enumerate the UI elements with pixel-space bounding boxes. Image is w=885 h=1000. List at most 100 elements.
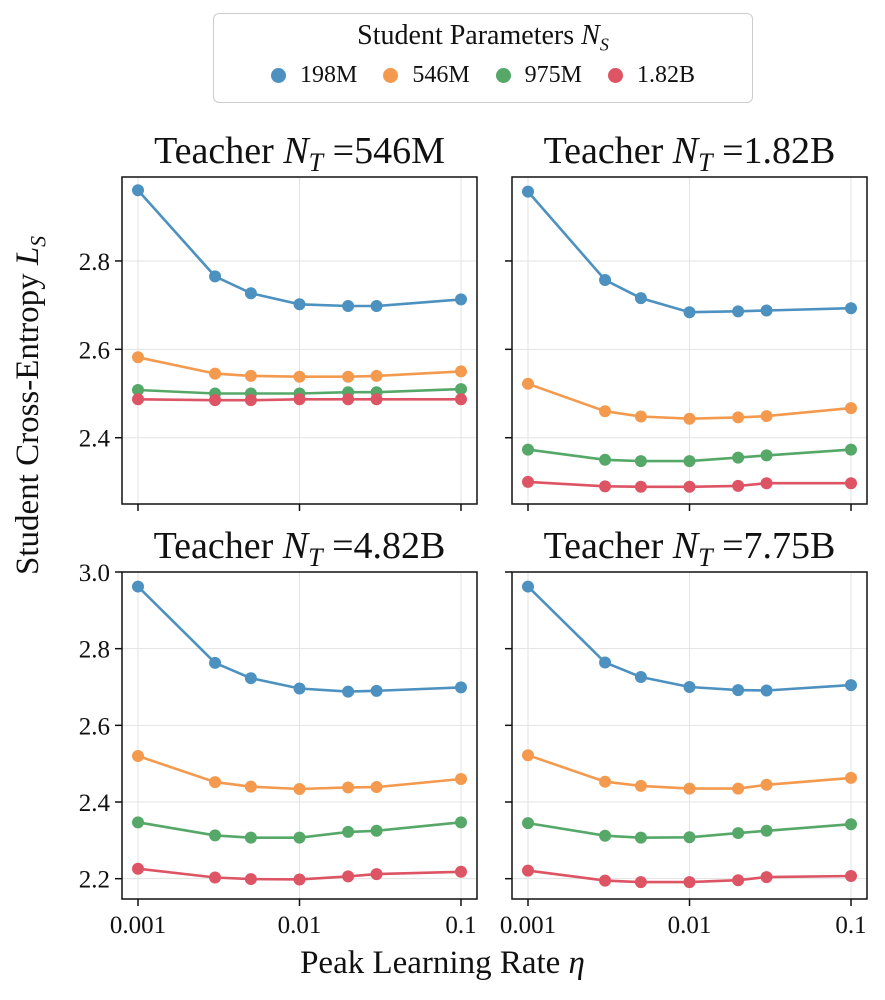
data-point-198M <box>293 298 306 311</box>
data-point-546M <box>370 781 383 794</box>
data-point-975M <box>760 824 773 837</box>
data-point-198M <box>634 292 647 305</box>
subplot-4: 0.001 0.01 0.1 Teacher NT =7.75B <box>500 525 868 939</box>
data-point-546M <box>455 773 467 786</box>
title-value: =4.82B <box>323 525 446 567</box>
data-point-975M <box>845 818 857 831</box>
y-axis-label-symbol: L <box>10 246 46 266</box>
y-tick-label: 2.6 <box>79 337 110 364</box>
data-point-198M <box>599 656 612 669</box>
data-point-546M <box>732 411 745 424</box>
y-axis-label: Student Cross-Entropy LS <box>10 236 52 575</box>
data-point-198M <box>455 293 467 306</box>
data-point-546M <box>209 367 222 380</box>
data-point-198M <box>209 656 222 669</box>
data-point-975M <box>522 817 534 830</box>
data-point-1.82B <box>455 393 467 406</box>
data-point-198M <box>209 270 222 283</box>
data-point-546M <box>599 775 612 788</box>
data-point-1.82B <box>634 876 647 889</box>
data-point-546M <box>683 412 696 425</box>
data-point-975M <box>132 383 144 396</box>
data-point-1.82B <box>293 873 306 886</box>
data-point-975M <box>732 451 745 464</box>
y-tick-label: 2.6 <box>79 713 110 740</box>
title-symbol: N <box>282 130 311 172</box>
data-point-198M <box>522 580 534 593</box>
legend-swatch <box>270 68 286 83</box>
legend-item-198M: 198M <box>270 62 357 89</box>
data-point-198M <box>455 681 467 694</box>
y-axis-label-text: Student Cross-Entropy <box>10 273 46 575</box>
data-point-1.82B <box>522 864 534 877</box>
data-point-1.82B <box>732 479 745 492</box>
data-point-198M <box>732 305 745 318</box>
subplot-title: Teacher NT =4.82B <box>154 525 446 572</box>
legend-swatch <box>608 68 623 83</box>
data-point-1.82B <box>683 480 696 493</box>
title-prefix: Teacher <box>154 525 283 567</box>
data-point-975M <box>293 831 306 844</box>
data-point-975M <box>599 829 612 842</box>
legend-label: 975M <box>524 62 582 88</box>
data-point-198M <box>683 681 696 694</box>
data-point-1.82B <box>342 870 355 883</box>
x-axis-label-symbol: η <box>568 945 585 981</box>
x-tick-label: 0.01 <box>278 912 322 939</box>
data-point-975M <box>599 453 612 466</box>
x-axis-label-text: Peak Learning Rate <box>300 945 561 981</box>
subplot-title: Teacher NT =7.75B <box>544 525 836 572</box>
title-value: =1.82B <box>713 130 836 172</box>
data-point-1.82B <box>599 480 612 493</box>
data-point-546M <box>244 369 257 382</box>
data-point-975M <box>522 443 534 456</box>
data-point-1.82B <box>455 865 467 878</box>
data-point-198M <box>132 580 144 593</box>
title-value: =7.75B <box>713 525 836 567</box>
data-point-198M <box>370 300 383 313</box>
data-point-975M <box>209 829 222 842</box>
data-point-1.82B <box>683 876 696 889</box>
subplot-2: Teacher NT =1.82B <box>505 130 868 511</box>
data-point-546M <box>760 410 773 423</box>
data-point-198M <box>683 306 696 319</box>
legend-item-546M: 546M <box>383 62 470 89</box>
data-point-1.82B <box>209 871 222 884</box>
data-point-1.82B <box>293 393 306 406</box>
data-point-198M <box>342 300 355 313</box>
legend: Student Parameters NS 198M 546M 975M 1.82B <box>213 13 753 103</box>
legend-title-symbol: N <box>581 20 600 51</box>
data-point-1.82B <box>760 871 773 884</box>
x-tick-label: 0.1 <box>445 912 476 939</box>
data-point-546M <box>845 402 857 415</box>
data-point-198M <box>244 287 257 300</box>
legend-title: Student Parameters NS <box>214 20 752 56</box>
subplot-1: 2.4 2.6 2.8 Teacher NT =546M <box>79 130 478 511</box>
title-subscript: T <box>698 543 714 572</box>
data-point-546M <box>522 749 534 762</box>
y-tick-label: 3.0 <box>79 560 110 587</box>
data-point-546M <box>455 365 467 378</box>
y-tick-label: 2.8 <box>79 249 110 276</box>
data-point-1.82B <box>370 393 383 406</box>
x-tick-label: 0.01 <box>668 912 712 939</box>
data-point-1.82B <box>244 873 257 886</box>
x-tick-label: 0.001 <box>500 912 556 939</box>
data-point-1.82B <box>732 874 745 887</box>
data-point-546M <box>293 782 306 795</box>
y-tick-label: 2.8 <box>79 637 110 664</box>
data-point-198M <box>599 273 612 286</box>
data-point-198M <box>370 684 383 697</box>
data-point-198M <box>132 184 144 197</box>
legend-item-975M: 975M <box>495 62 582 89</box>
data-point-198M <box>760 684 773 697</box>
y-tick-label: 2.4 <box>79 426 111 453</box>
data-point-975M <box>732 827 745 840</box>
data-point-1.82B <box>522 475 534 488</box>
legend-title-subscript: S <box>599 34 609 55</box>
legend-label: 1.82B <box>637 62 696 88</box>
data-point-546M <box>732 782 745 795</box>
data-point-1.82B <box>209 394 222 407</box>
data-point-1.82B <box>760 477 773 490</box>
